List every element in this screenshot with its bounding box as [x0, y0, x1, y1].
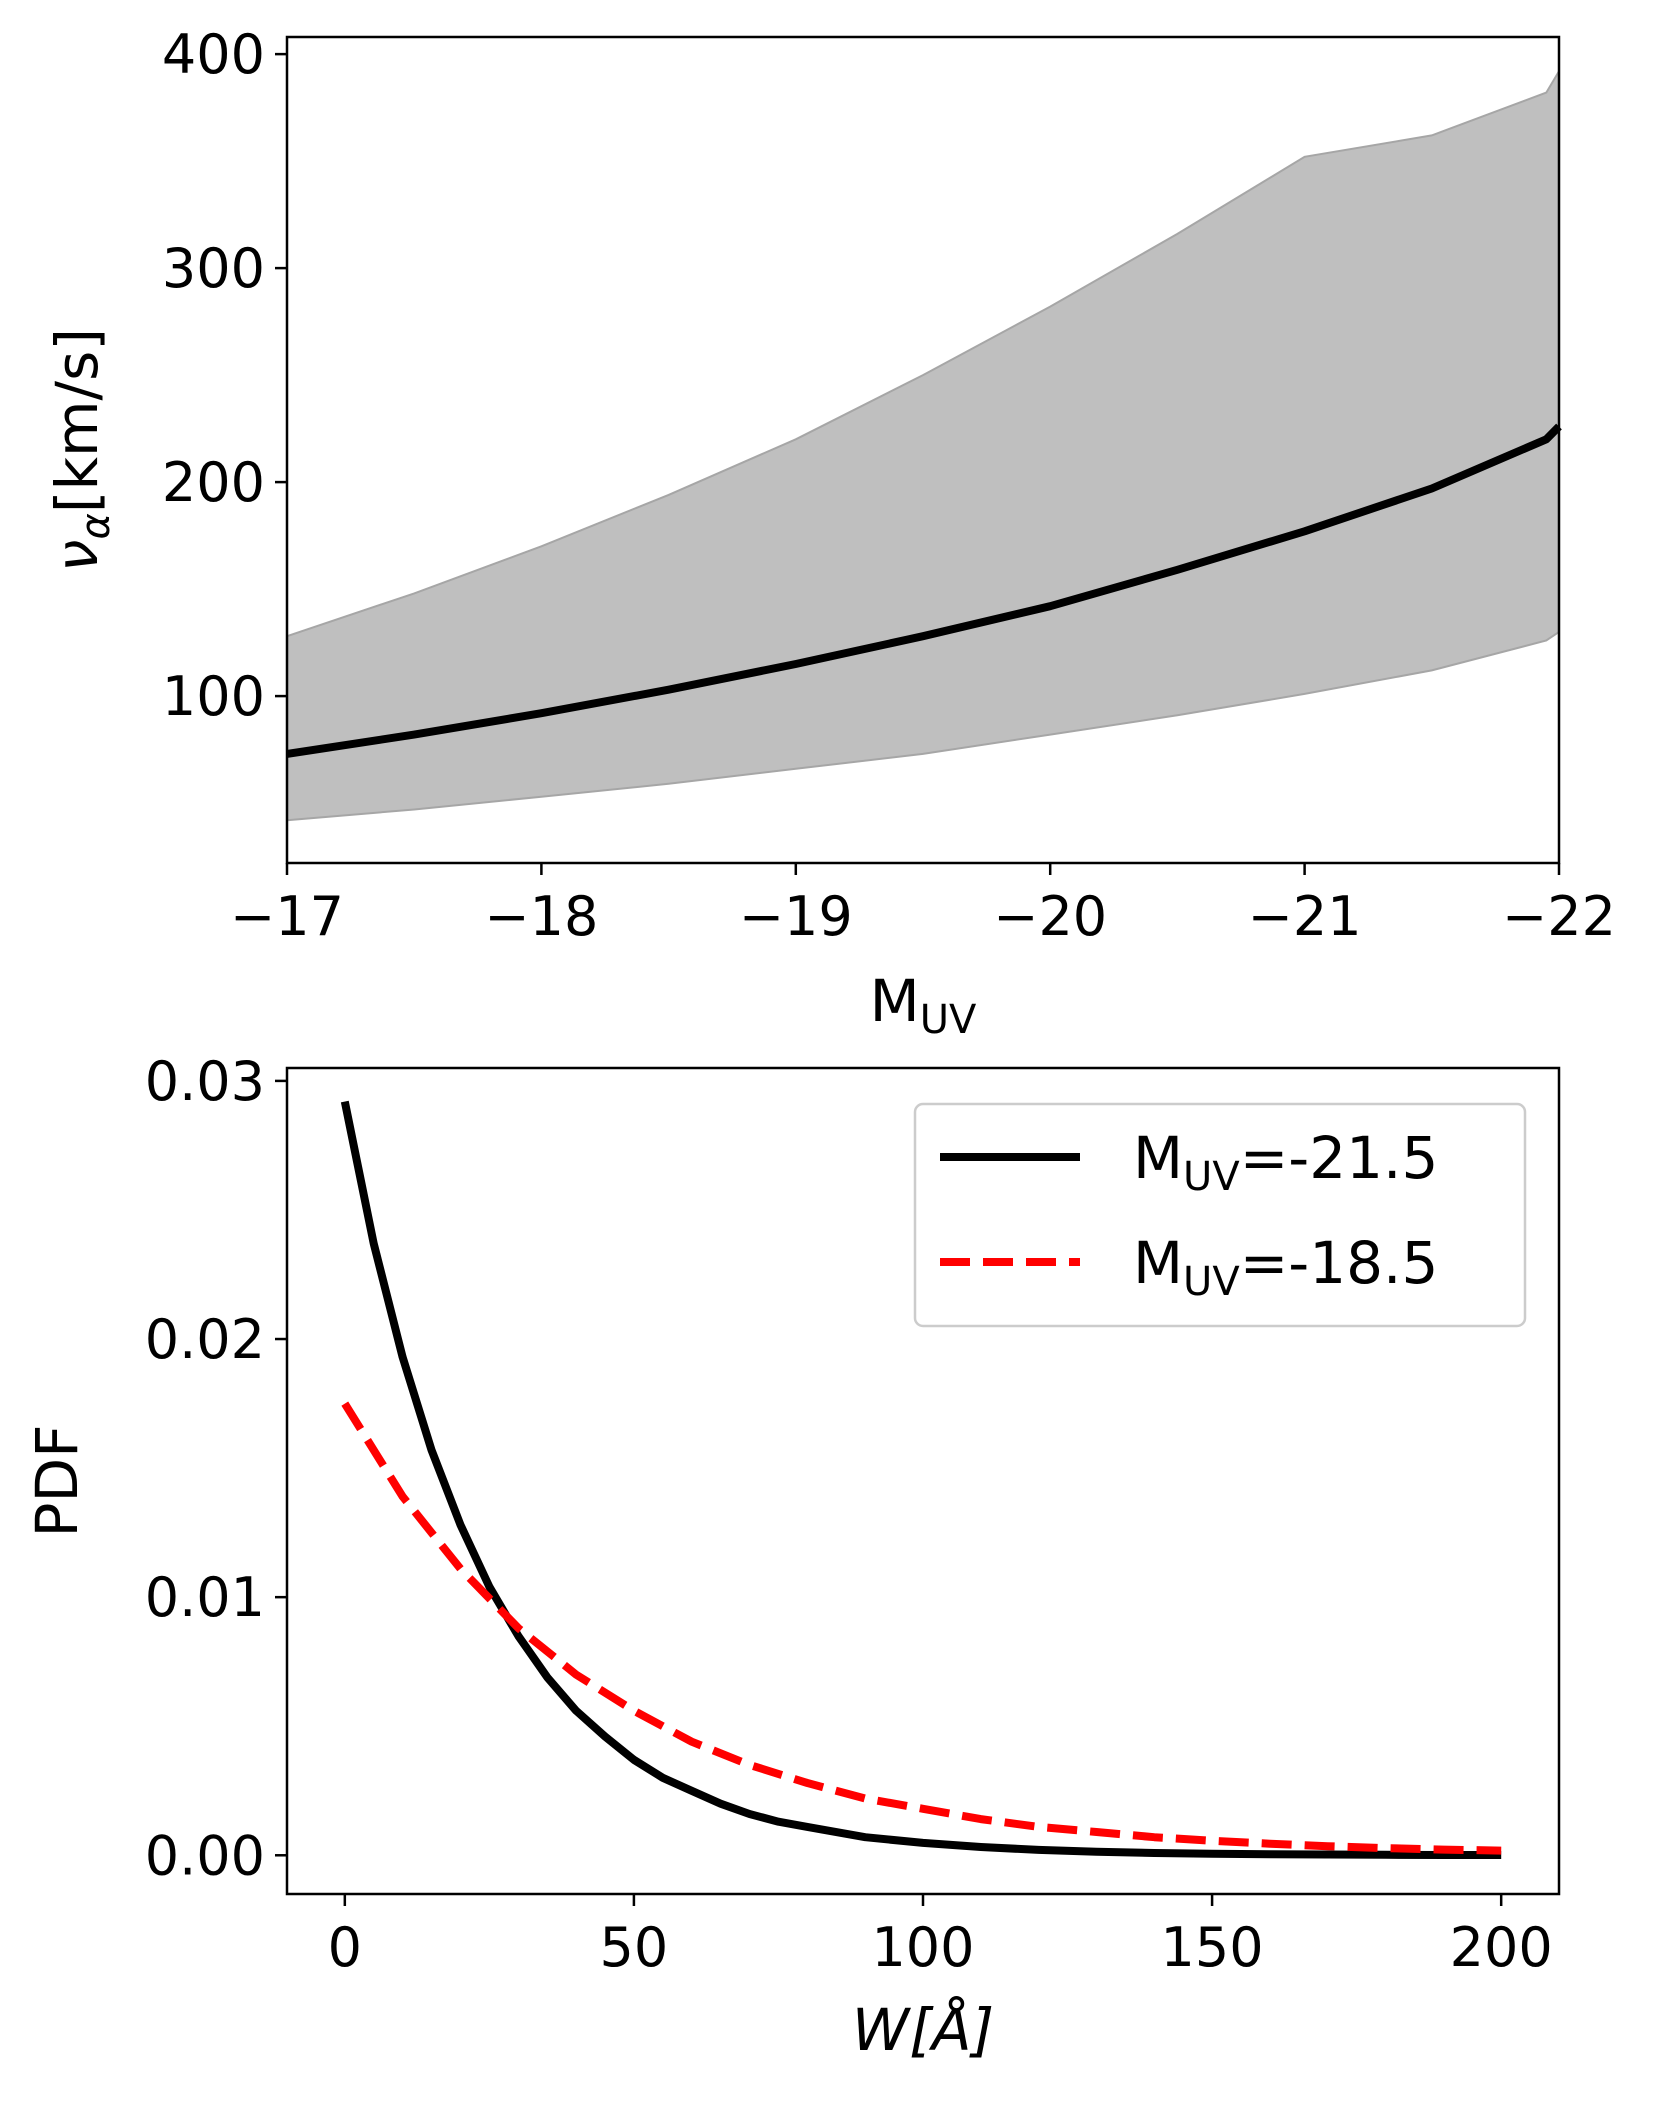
bottom-y-axis-label: PDF [23, 1425, 91, 1538]
top-x-axis-label: MUV [870, 967, 977, 1043]
top-series-line-0 [286, 423, 1562, 758]
band-upper-edge [286, 70, 1560, 638]
bottom-y-ticks: 0.00 0.01 0.02 0.03 [145, 1050, 287, 1887]
x-tick-label: 100 [871, 1916, 974, 1979]
bottom-series-group [340, 1100, 1502, 1859]
top-x-ticks: −17 −18 −19 −20 −21 −22 [230, 863, 1616, 948]
y-tick-label: 0.01 [145, 1566, 265, 1629]
top-y-ticks: 100 200 300 400 [162, 23, 287, 728]
confidence-band [287, 71, 1559, 821]
bottom-series-line-0 [340, 1100, 1502, 1859]
x-tick-label: −17 [230, 885, 344, 948]
legend-label-series-0: MUV=-21.5 [1133, 1124, 1438, 1200]
x-tick-label: 200 [1450, 1916, 1553, 1979]
x-tick-label: −22 [1502, 885, 1616, 948]
x-tick-label: 50 [600, 1916, 669, 1979]
bottom-panel: 0 50 100 150 200 0.00 0.01 0.02 0.03 W[Å] PDF M… [23, 1050, 1561, 2064]
x-tick-label: −21 [1248, 885, 1362, 948]
bottom-x-axis-label: W[Å] [852, 1995, 994, 2064]
legend: MUV=-21.5 MUV=-18.5 [913, 1102, 1527, 1328]
y-tick-label: 200 [162, 451, 265, 514]
top-y-axis-label: να[km/s] [43, 328, 119, 572]
y-tick-label: 400 [162, 23, 265, 86]
x-tick-label: 0 [328, 1916, 362, 1979]
y-tick-label: 0.03 [145, 1050, 265, 1113]
bottom-series-line-1 [341, 1401, 1502, 1855]
y-tick-label: 100 [162, 665, 265, 728]
x-tick-label: −19 [739, 885, 853, 948]
y-tick-label: 0.02 [145, 1308, 265, 1371]
legend-label-series-1: MUV=-18.5 [1133, 1229, 1438, 1305]
x-tick-label: 150 [1161, 1916, 1264, 1979]
x-tick-label: −18 [484, 885, 598, 948]
x-tick-label: −20 [993, 885, 1107, 948]
y-tick-label: 0.00 [145, 1824, 265, 1887]
bottom-x-ticks: 0 50 100 150 200 [328, 1894, 1553, 1979]
top-series-group [286, 423, 1562, 758]
top-panel: −17 −18 −19 −20 −21 −22 100 200 300 400 MUV να[k… [43, 23, 1616, 1043]
top-axes-frame [285, 35, 1561, 865]
y-tick-label: 300 [162, 237, 265, 300]
band-lower-edge [286, 631, 1560, 822]
